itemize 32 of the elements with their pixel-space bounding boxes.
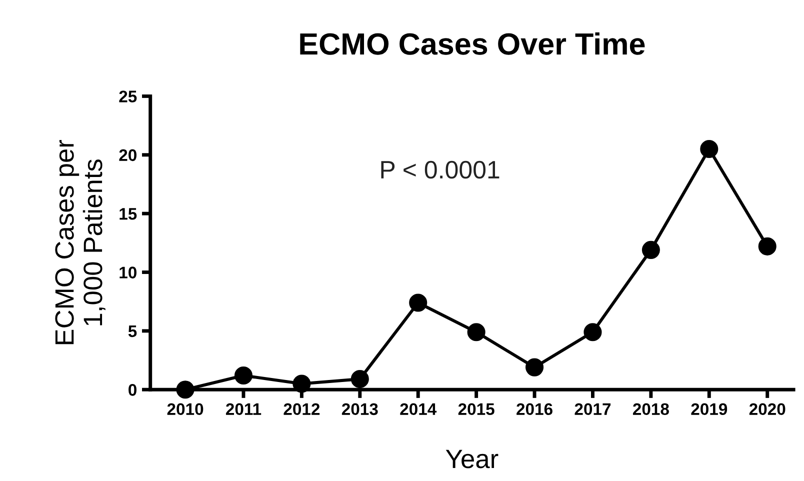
x-tick-label: 2010 [167, 403, 204, 416]
x-tick-label: 2018 [632, 403, 669, 416]
x-tick-label: 2016 [516, 403, 552, 416]
x-tick-label: 2019 [691, 403, 728, 416]
x-tick-label: 2011 [226, 403, 262, 416]
point [642, 240, 660, 259]
point [467, 323, 486, 342]
annotation: P < 0.0001 [381, 160, 500, 179]
y-axis-title: ECMO Cases per 1,000 Patients [55, 140, 106, 344]
point [584, 323, 602, 342]
x-tick-label: 2012 [284, 403, 320, 416]
point [292, 374, 311, 393]
y-tick-label: 10 [120, 266, 136, 278]
y-tick-label: 0 [128, 384, 136, 396]
x-tick-label: 2014 [400, 403, 437, 416]
point [350, 370, 369, 388]
x-tick-label: 2020 [749, 403, 786, 416]
point [176, 380, 194, 399]
point [409, 294, 428, 312]
y-tick-label: 15 [120, 208, 137, 220]
x-tick-label: 2015 [458, 403, 494, 416]
y-tick-label: 25 [119, 90, 137, 102]
y-tick-label: 5 [128, 326, 137, 338]
x-axis-title: Year [446, 450, 498, 468]
x-tick-label: 2013 [342, 403, 378, 416]
point [525, 358, 544, 376]
y-tick-label: 20 [119, 149, 136, 162]
x-tick-label: 2017 [574, 403, 611, 416]
point [234, 366, 253, 385]
point [700, 140, 718, 158]
chart-title: ECMO Cases Over Time [300, 32, 645, 55]
point [758, 237, 776, 256]
